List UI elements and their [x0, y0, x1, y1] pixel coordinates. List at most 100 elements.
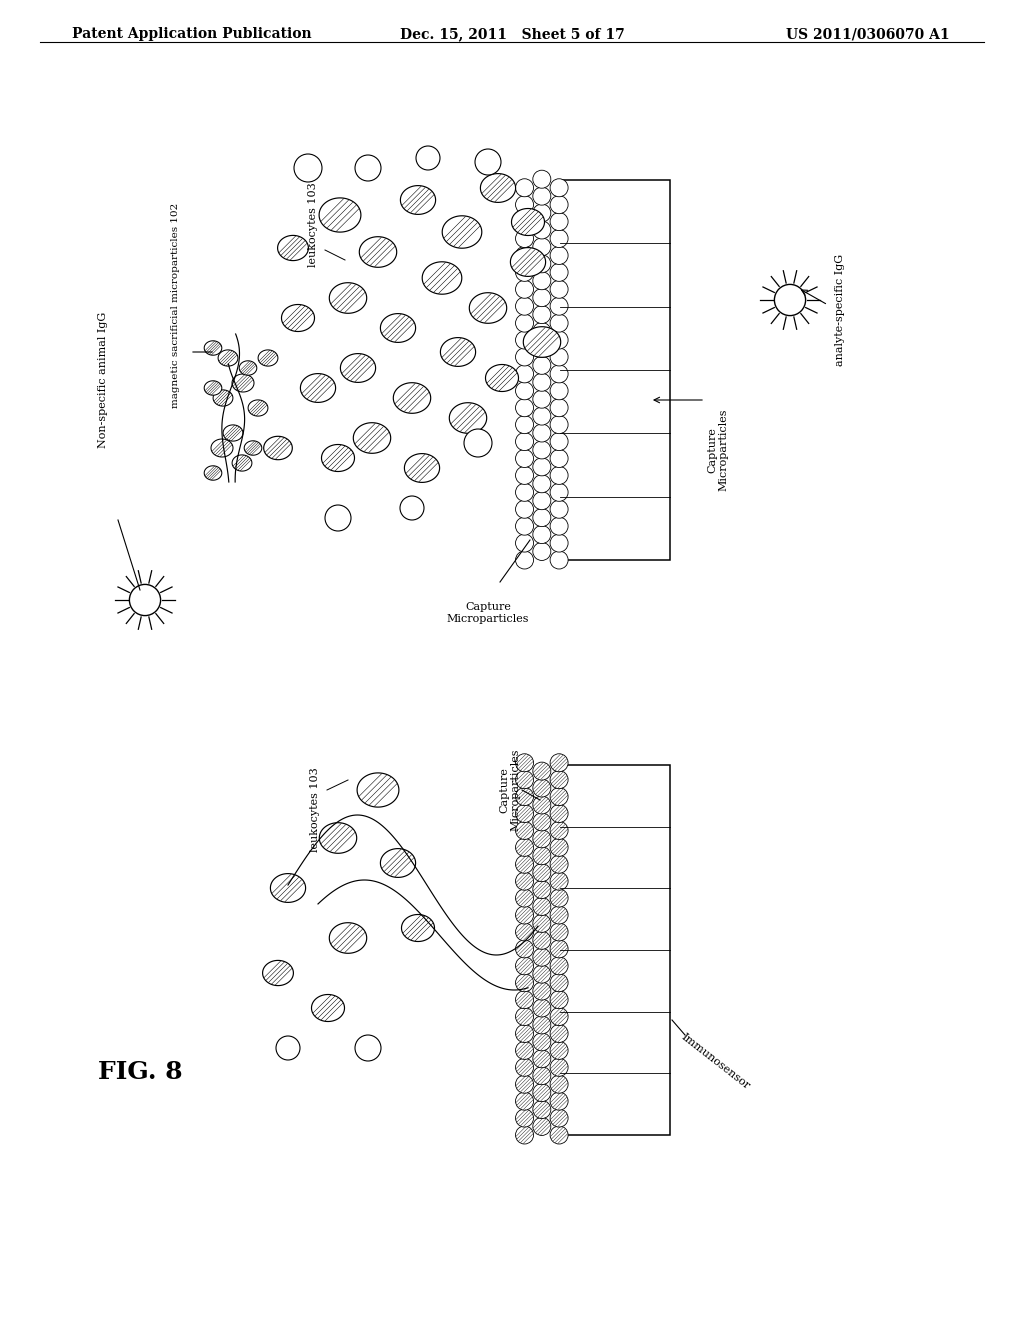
Circle shape — [550, 433, 568, 450]
Circle shape — [355, 1035, 381, 1061]
Circle shape — [515, 821, 534, 840]
Circle shape — [550, 483, 568, 502]
Circle shape — [515, 974, 534, 991]
Polygon shape — [359, 236, 396, 267]
Polygon shape — [300, 374, 336, 403]
Polygon shape — [223, 425, 243, 441]
Text: leukocytes 103: leukocytes 103 — [308, 182, 318, 268]
Circle shape — [550, 364, 568, 383]
Circle shape — [532, 830, 551, 847]
Polygon shape — [204, 380, 222, 395]
Circle shape — [532, 1067, 551, 1085]
Circle shape — [532, 1016, 551, 1034]
Circle shape — [550, 399, 568, 417]
Circle shape — [515, 855, 534, 874]
Circle shape — [294, 154, 322, 182]
Circle shape — [532, 272, 551, 289]
Circle shape — [550, 923, 568, 941]
Text: FIG. 8: FIG. 8 — [97, 1060, 182, 1084]
Text: Dec. 15, 2011   Sheet 5 of 17: Dec. 15, 2011 Sheet 5 of 17 — [399, 26, 625, 41]
Circle shape — [532, 475, 551, 492]
Polygon shape — [322, 445, 354, 471]
Circle shape — [515, 517, 534, 535]
Circle shape — [515, 788, 534, 805]
Circle shape — [515, 1007, 534, 1026]
Polygon shape — [282, 305, 314, 331]
Text: analyte-specific IgG: analyte-specific IgG — [835, 253, 845, 366]
Circle shape — [532, 391, 551, 408]
Circle shape — [515, 1092, 534, 1110]
Polygon shape — [311, 994, 344, 1022]
Circle shape — [515, 1126, 534, 1144]
Circle shape — [550, 213, 568, 231]
Circle shape — [515, 838, 534, 857]
Circle shape — [515, 754, 534, 772]
Polygon shape — [244, 441, 262, 455]
Circle shape — [550, 280, 568, 298]
Circle shape — [532, 170, 551, 189]
Circle shape — [515, 264, 534, 281]
Polygon shape — [440, 338, 475, 367]
Circle shape — [515, 1059, 534, 1076]
Circle shape — [550, 195, 568, 214]
Circle shape — [550, 178, 568, 197]
Circle shape — [550, 906, 568, 924]
Circle shape — [475, 149, 501, 176]
Polygon shape — [204, 341, 222, 355]
Circle shape — [532, 356, 551, 375]
Circle shape — [515, 364, 534, 383]
Text: Capture
Microparticles: Capture Microparticles — [708, 409, 729, 491]
Circle shape — [532, 948, 551, 966]
Circle shape — [550, 1076, 568, 1093]
Circle shape — [515, 923, 534, 941]
Circle shape — [532, 289, 551, 306]
Text: Non-specific animal IgG: Non-specific animal IgG — [98, 312, 108, 447]
Circle shape — [550, 230, 568, 248]
Circle shape — [532, 1101, 551, 1118]
Polygon shape — [278, 235, 308, 260]
Polygon shape — [523, 327, 561, 358]
Circle shape — [515, 213, 534, 231]
Circle shape — [550, 788, 568, 805]
Polygon shape — [404, 454, 439, 482]
Circle shape — [550, 771, 568, 788]
Circle shape — [515, 957, 534, 974]
Circle shape — [532, 999, 551, 1016]
Polygon shape — [442, 215, 482, 248]
Bar — [560, 180, 670, 560]
Circle shape — [532, 458, 551, 475]
Polygon shape — [330, 282, 367, 313]
Circle shape — [515, 804, 534, 822]
Circle shape — [550, 804, 568, 822]
Circle shape — [532, 898, 551, 916]
Circle shape — [532, 305, 551, 323]
Circle shape — [532, 491, 551, 510]
Circle shape — [515, 433, 534, 450]
Polygon shape — [485, 364, 518, 392]
Polygon shape — [450, 403, 486, 433]
Circle shape — [532, 205, 551, 222]
Circle shape — [532, 915, 551, 932]
Circle shape — [532, 796, 551, 814]
Circle shape — [515, 247, 534, 264]
Circle shape — [550, 550, 568, 569]
Polygon shape — [512, 209, 545, 235]
Circle shape — [550, 821, 568, 840]
Text: Immunosensor: Immunosensor — [679, 1032, 752, 1092]
Circle shape — [515, 399, 534, 417]
Circle shape — [550, 838, 568, 857]
Circle shape — [515, 483, 534, 502]
Polygon shape — [262, 961, 294, 986]
Circle shape — [550, 535, 568, 552]
Polygon shape — [211, 440, 233, 457]
Circle shape — [515, 535, 534, 552]
Circle shape — [515, 1041, 534, 1060]
Polygon shape — [218, 350, 238, 366]
Circle shape — [550, 974, 568, 991]
Circle shape — [532, 187, 551, 205]
Circle shape — [550, 754, 568, 772]
Circle shape — [550, 940, 568, 958]
Circle shape — [532, 1084, 551, 1102]
Circle shape — [532, 339, 551, 358]
Circle shape — [532, 982, 551, 1001]
